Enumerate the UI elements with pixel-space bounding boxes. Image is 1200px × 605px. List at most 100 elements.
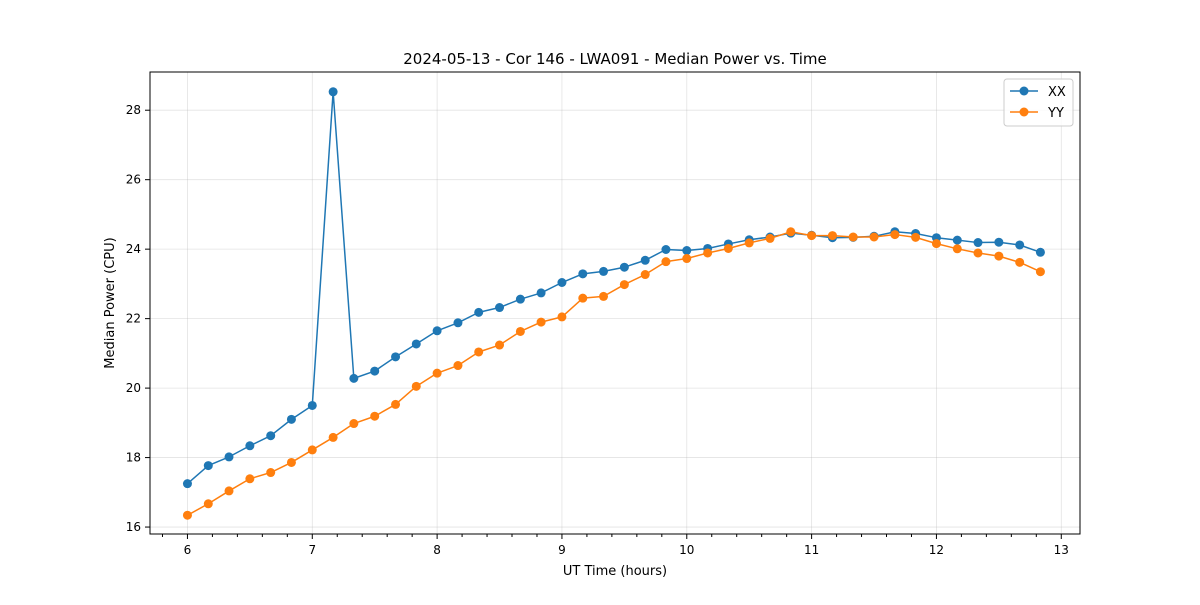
data-point-yy	[578, 293, 588, 303]
data-point-yy	[869, 232, 879, 242]
data-point-yy	[994, 251, 1004, 261]
data-point-yy	[619, 280, 629, 290]
series-group	[182, 87, 1045, 520]
axes-frame	[149, 71, 1081, 535]
data-point-xx	[453, 318, 463, 328]
data-point-xx	[328, 87, 338, 97]
data-point-yy	[807, 231, 817, 241]
data-point-xx	[994, 237, 1004, 247]
data-point-xx	[391, 352, 401, 362]
data-point-xx	[286, 414, 296, 424]
data-point-xx	[661, 245, 671, 255]
chart-title: 2024-05-13 - Cor 146 - LWA091 - Median P…	[403, 50, 827, 68]
x-tick-label: 12	[929, 543, 944, 557]
data-point-yy	[744, 238, 754, 248]
data-point-yy	[952, 244, 962, 254]
data-point-xx	[307, 400, 317, 410]
legend-yy-label: YY	[1047, 106, 1064, 121]
data-point-xx	[1015, 240, 1025, 250]
data-point-xx	[952, 235, 962, 245]
data-point-xx	[203, 461, 213, 471]
series-line-xx	[186, 91, 1041, 485]
data-point-xx	[536, 288, 546, 298]
x-axis-label: UT Time (hours)	[563, 564, 667, 579]
data-point-yy	[203, 499, 213, 509]
data-point-xx	[349, 373, 359, 383]
data-point-yy	[911, 232, 921, 242]
data-point-xx	[682, 246, 692, 256]
data-point-yy	[640, 270, 650, 280]
data-point-yy	[245, 474, 255, 484]
data-point-yy	[515, 326, 525, 336]
data-point-yy	[224, 486, 234, 496]
x-tick-label: 9	[558, 543, 566, 557]
y-axis-label: Median Power (CPU)	[103, 237, 118, 368]
data-point-yy	[661, 257, 671, 267]
data-point-yy	[1035, 267, 1045, 277]
series-yy	[182, 227, 1045, 520]
y-tick-label: 26	[126, 173, 141, 187]
data-point-yy	[453, 361, 463, 371]
data-point-yy	[682, 254, 692, 264]
data-point-yy	[474, 347, 484, 357]
data-point-xx	[411, 339, 421, 349]
data-point-yy	[931, 239, 941, 249]
x-tick-label: 7	[308, 543, 316, 557]
data-point-yy	[848, 232, 858, 242]
x-tick-label: 6	[184, 543, 192, 557]
data-point-yy	[391, 399, 401, 409]
data-point-yy	[411, 381, 421, 391]
series-line-yy	[187, 231, 1041, 516]
data-point-yy	[786, 227, 796, 237]
data-point-xx	[578, 269, 588, 279]
x-tick-label: 8	[433, 543, 441, 557]
y-tick-label: 22	[126, 312, 141, 326]
legend-xx-label: XX	[1048, 85, 1066, 100]
ticks: 6 7 8 9 10 11 12 13 16 18 20 22 24 26 28	[126, 103, 1069, 557]
data-point-yy	[765, 233, 775, 243]
grid	[150, 72, 1080, 534]
data-point-yy	[432, 368, 442, 378]
data-point-xx	[557, 278, 567, 288]
x-tick-label: 13	[1054, 543, 1069, 557]
x-tick-label: 11	[804, 543, 819, 557]
legend: XX YY	[1003, 78, 1074, 127]
data-point-yy	[370, 411, 380, 421]
data-point-yy	[286, 457, 296, 467]
data-point-yy	[349, 419, 359, 429]
y-tick-label: 18	[126, 451, 141, 465]
data-point-yy	[827, 231, 837, 241]
data-point-xx	[432, 326, 442, 336]
data-point-xx	[370, 366, 380, 376]
data-point-xx	[973, 238, 983, 248]
data-point-yy	[328, 432, 338, 442]
data-point-yy	[723, 243, 733, 253]
data-point-xx	[1035, 247, 1045, 257]
y-tick-label: 16	[126, 520, 141, 534]
data-point-yy	[1015, 257, 1025, 267]
data-point-yy	[266, 468, 276, 478]
y-tick-label: 24	[126, 242, 141, 256]
data-point-yy	[703, 248, 713, 258]
y-tick-label: 20	[126, 381, 141, 395]
data-point-yy	[536, 317, 546, 327]
data-point-yy	[599, 291, 609, 301]
data-point-yy	[890, 230, 900, 240]
data-point-xx	[474, 307, 484, 317]
data-point-xx	[495, 303, 505, 313]
data-point-xx	[599, 266, 609, 276]
data-point-xx	[182, 479, 192, 489]
data-point-xx	[515, 294, 525, 304]
legend-xx-marker	[1019, 86, 1029, 96]
data-point-yy	[557, 312, 567, 322]
x-tick-label: 10	[679, 543, 694, 557]
data-point-yy	[495, 340, 505, 350]
data-point-xx	[619, 262, 629, 272]
data-point-xx	[224, 452, 234, 462]
data-point-yy	[182, 510, 192, 520]
data-point-yy	[307, 445, 317, 455]
y-tick-label: 28	[126, 103, 141, 117]
data-point-yy	[973, 248, 983, 258]
